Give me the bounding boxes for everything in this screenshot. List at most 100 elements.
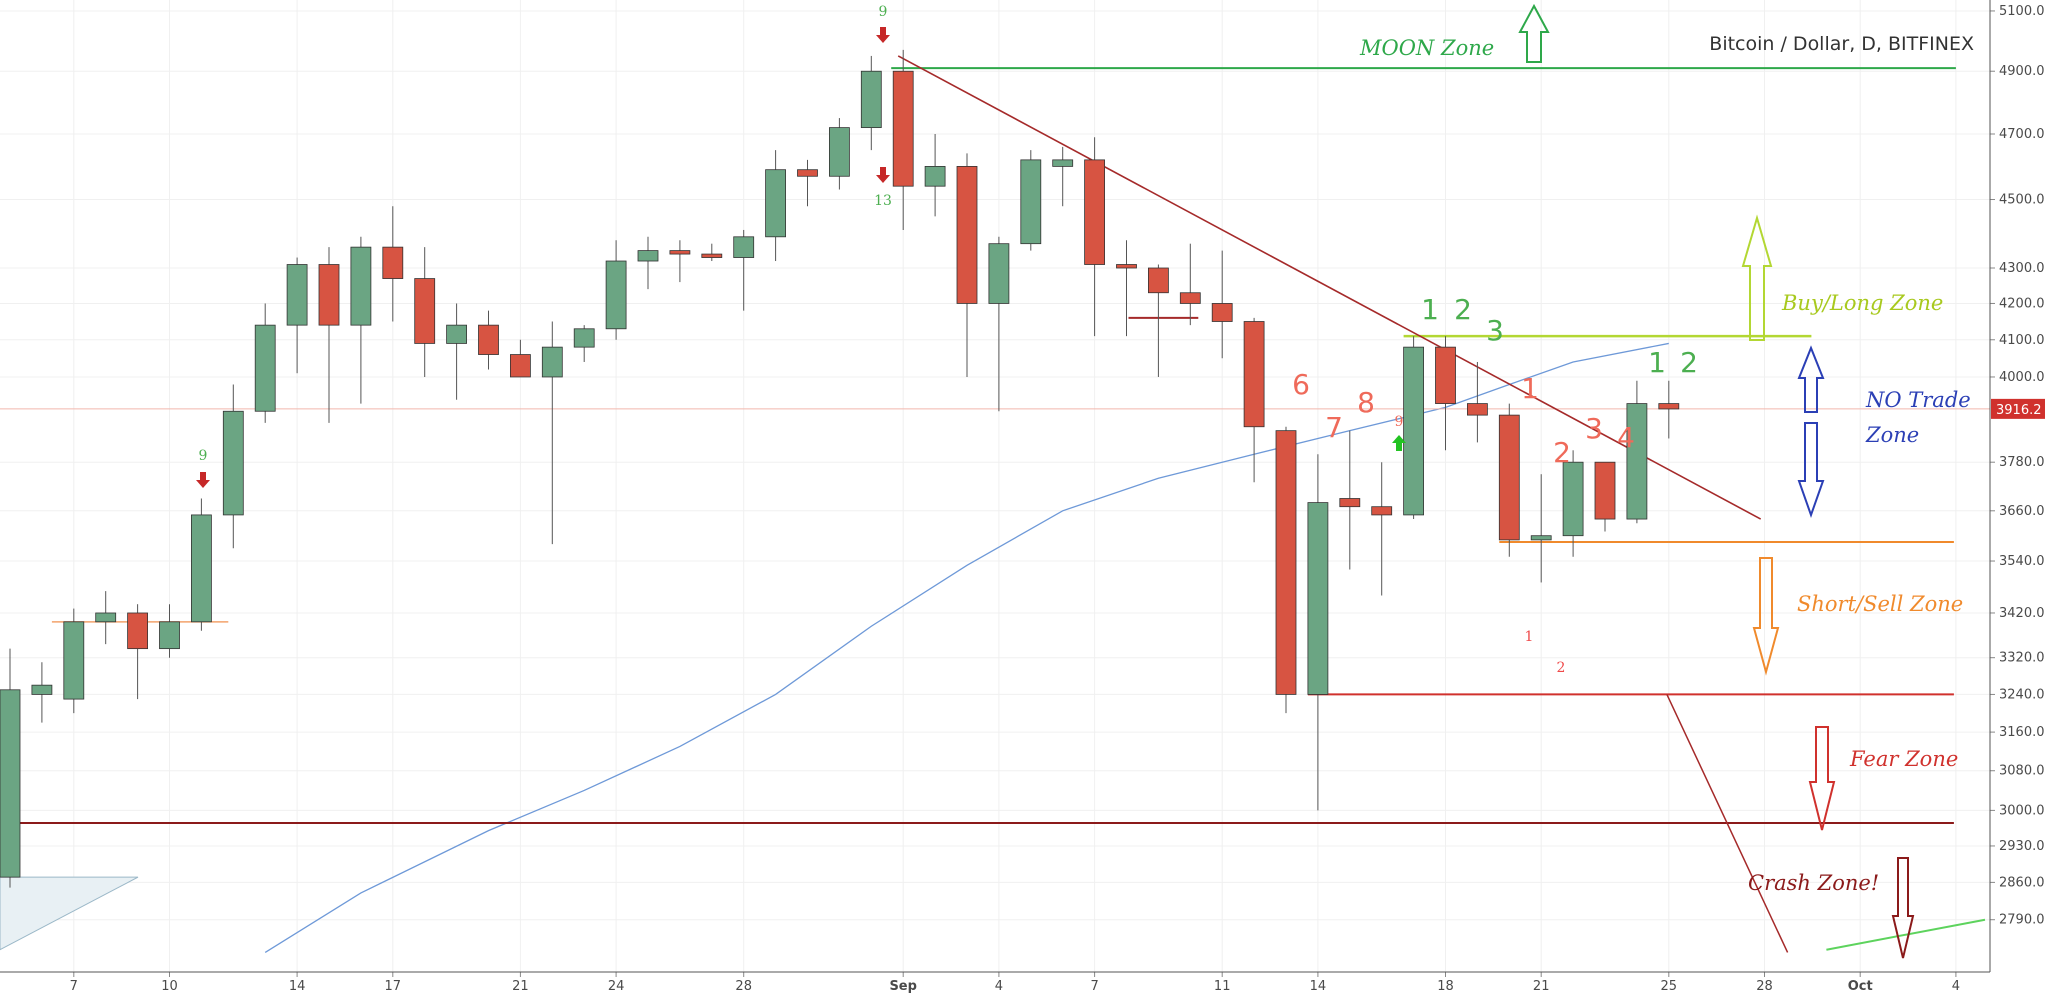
td-count-green: 2 xyxy=(1680,346,1698,379)
candle-up xyxy=(765,150,786,262)
candle-up xyxy=(637,236,659,290)
td-count-red: 2 xyxy=(1553,436,1571,469)
candle-body xyxy=(159,621,180,650)
y-tick-label: 3080.0 xyxy=(1999,764,2045,779)
sell-signal-arrow-icon xyxy=(876,27,890,43)
horizontal-levels-layer xyxy=(0,55,1990,953)
td-count-green: 1 xyxy=(1648,346,1666,379)
descending-trendline xyxy=(897,55,1762,520)
candle-up xyxy=(605,240,627,340)
y-tick-label: 4900.0 xyxy=(1999,64,2045,79)
candle-body xyxy=(797,169,818,177)
candle-up xyxy=(733,229,755,311)
candle-up xyxy=(286,257,308,374)
candle-body xyxy=(1371,506,1393,516)
buy-signal-arrow-icon xyxy=(1392,435,1406,451)
y-tick-label: 4300.0 xyxy=(1999,261,2045,276)
candle-up xyxy=(829,118,850,190)
td-count-red: 4 xyxy=(1617,421,1635,454)
crash-down-arrow xyxy=(1891,857,1915,959)
candle-body xyxy=(1307,502,1329,695)
candle-body xyxy=(573,328,595,348)
candle-down xyxy=(797,159,818,207)
x-tick-label: 17 xyxy=(385,979,402,994)
candle-down xyxy=(1116,240,1137,337)
td-count-green: 3 xyxy=(1486,314,1504,347)
candle-body xyxy=(254,324,276,412)
candle-body xyxy=(414,278,436,344)
candle-down xyxy=(127,604,148,700)
grid xyxy=(0,0,1990,972)
candle-body xyxy=(1084,159,1105,265)
td-one-label: 1 xyxy=(1525,629,1534,645)
y-tick-label: 2790.0 xyxy=(1999,913,2045,928)
candle-body xyxy=(1530,535,1552,541)
x-tick-label: 21 xyxy=(512,979,529,994)
y-tick-label: 5100.0 xyxy=(1999,4,2045,19)
candle-up xyxy=(1403,336,1424,520)
candle-body xyxy=(1498,414,1520,541)
candle-body xyxy=(1562,461,1584,537)
x-tick-label: Sep xyxy=(889,979,917,994)
candle-body xyxy=(127,612,148,650)
candle-body xyxy=(478,324,499,355)
candle-body xyxy=(669,250,691,255)
td-nine-label: 9 xyxy=(1395,414,1404,430)
candle-body xyxy=(765,169,786,238)
candle-down xyxy=(414,247,436,377)
y-tick-label: 3420.0 xyxy=(1999,606,2045,621)
x-tick-label: 28 xyxy=(1756,979,1773,994)
candle-up xyxy=(159,604,180,658)
candle-body xyxy=(95,612,117,623)
sell-signal-arrow-icon xyxy=(876,167,890,183)
candle-body xyxy=(829,127,850,177)
plot-area xyxy=(0,0,1990,972)
x-tick-label: 14 xyxy=(1310,979,1327,994)
candle-body xyxy=(1275,430,1297,695)
candle-body xyxy=(382,246,404,279)
candle-down xyxy=(1339,430,1361,570)
buy-zone-label: Buy/Long Zone xyxy=(1781,291,1943,315)
candle-down xyxy=(1467,361,1488,443)
no-trade-zone-label: NO Trade xyxy=(1865,388,1971,412)
bottom-right-line xyxy=(1826,918,1986,951)
td-count-green: 2 xyxy=(1454,293,1472,326)
candle-down xyxy=(1243,317,1265,483)
td-two-label: 2 xyxy=(1557,660,1566,676)
candle-down xyxy=(1084,137,1105,337)
x-tick-label: 18 xyxy=(1437,979,1454,994)
candle-body xyxy=(1403,346,1424,516)
moon-zone-label: MOON Zone xyxy=(1359,36,1494,60)
candle-body xyxy=(733,236,755,258)
y-tick-label: 3540.0 xyxy=(1999,554,2045,569)
candle-body xyxy=(1626,403,1648,520)
candle-body xyxy=(1020,159,1042,245)
candle-body xyxy=(0,689,21,878)
candle-down xyxy=(1148,264,1169,377)
candle-body xyxy=(892,70,914,187)
y-tick-label: 3320.0 xyxy=(1999,651,2045,666)
sell-signal-arrow-icon xyxy=(196,472,210,488)
candle-body xyxy=(1658,403,1680,410)
candle-down xyxy=(1275,426,1297,714)
candle-body xyxy=(446,324,468,344)
candle-up xyxy=(31,662,53,723)
candle-up xyxy=(222,384,244,549)
x-tick-label: 11 xyxy=(1214,979,1231,994)
candle-up xyxy=(573,325,595,362)
candle-up xyxy=(254,303,276,423)
candle-body xyxy=(1052,159,1074,167)
y-tick-label: 2860.0 xyxy=(1999,875,2045,890)
candle-body xyxy=(637,250,659,262)
candle-up xyxy=(1562,450,1584,557)
x-tick-label: 7 xyxy=(70,979,78,994)
td-count-red: 1 xyxy=(1521,372,1539,405)
candle-down xyxy=(1435,336,1456,451)
candle-down xyxy=(1179,243,1201,326)
short-down-arrow xyxy=(1752,557,1780,676)
td-nine-label: 9 xyxy=(199,448,208,464)
candle-body xyxy=(1179,292,1201,304)
chart-title: Bitcoin / Dollar, D, BITFINEX xyxy=(1709,33,1974,55)
